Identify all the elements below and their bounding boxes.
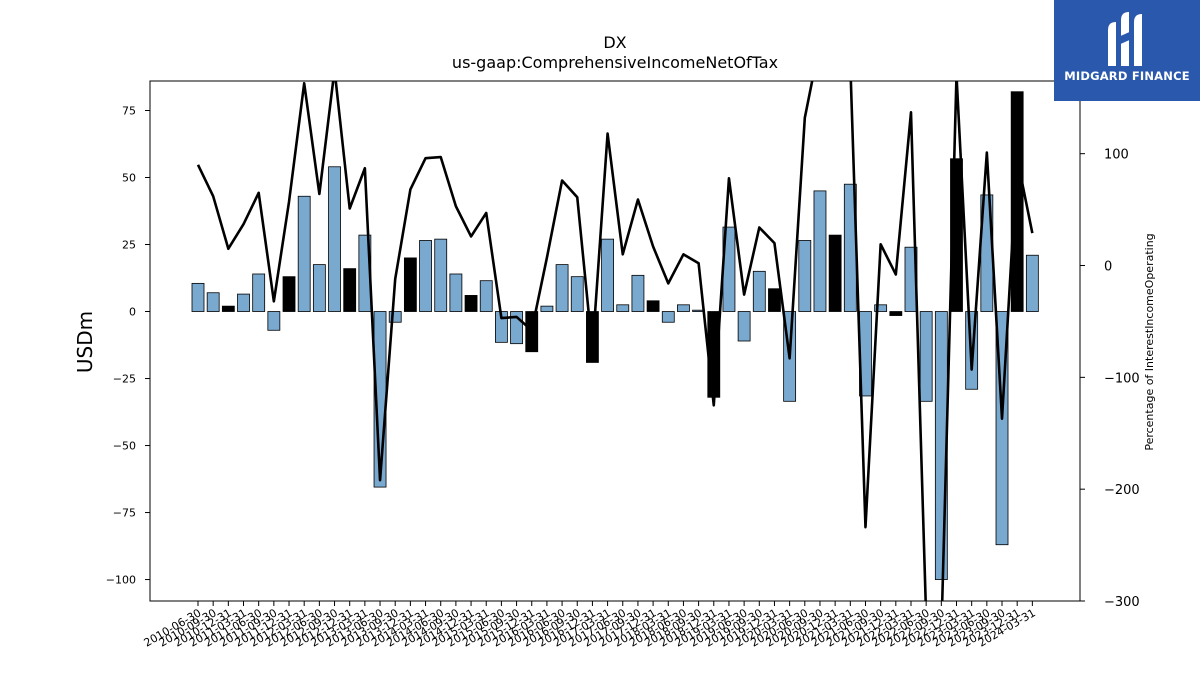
bar <box>889 311 903 316</box>
y-axis-left: 75 50 25 0 −25 −50 −75 −100 <box>106 104 150 587</box>
bar <box>282 276 296 312</box>
bar <box>555 264 569 312</box>
bar <box>449 273 463 312</box>
bar <box>601 238 614 312</box>
bar <box>540 305 554 312</box>
bar <box>221 305 235 312</box>
bar <box>1010 91 1024 312</box>
y-tick-label: 0 <box>129 306 136 319</box>
y2-tick-label: −200 <box>1104 483 1140 498</box>
y-tick-label: −50 <box>113 440 136 453</box>
bar <box>434 238 448 312</box>
bar <box>267 311 281 331</box>
bar <box>752 270 766 312</box>
bar <box>191 282 205 312</box>
bar <box>828 234 842 312</box>
midgard-finance-logo: MIDGARD FINANCE <box>1054 0 1200 101</box>
bar <box>252 273 266 312</box>
y2-tick-label: −100 <box>1104 371 1140 386</box>
bar <box>464 295 478 312</box>
y2-tick-label: −300 <box>1104 595 1140 610</box>
line-series <box>196 81 1034 601</box>
y-tick-label: −100 <box>106 574 136 587</box>
plot-frame <box>149 80 1081 602</box>
bar <box>328 166 341 312</box>
bar <box>206 292 220 312</box>
y-tick-label: 50 <box>122 171 136 184</box>
bar <box>677 304 690 312</box>
y2-tick-label: 0 <box>1104 260 1112 275</box>
y-axis-right: 100 0 −100 −200 −300 <box>1080 148 1140 610</box>
bar <box>661 311 675 323</box>
bar <box>312 264 326 312</box>
bar <box>237 293 250 312</box>
y-tick-label: −75 <box>113 507 136 520</box>
bar <box>768 288 781 312</box>
bar <box>646 300 660 312</box>
y-tick-label: −25 <box>113 373 136 386</box>
bar <box>419 240 432 312</box>
bar <box>874 304 888 312</box>
x-axis: 2010-06-302010-09-302010-12-312011-03-31… <box>142 601 1038 650</box>
bar <box>1025 254 1039 312</box>
y2-axis-label: Percentage of InterestIncomeOperating <box>1143 233 1156 450</box>
bar <box>343 268 357 312</box>
bar <box>919 311 933 402</box>
bar <box>297 195 311 312</box>
bar <box>798 240 812 312</box>
logo-text: MIDGARD FINANCE <box>1064 69 1190 83</box>
bar <box>403 257 417 312</box>
y2-tick-label: 100 <box>1104 148 1129 163</box>
chart-title: DX <box>603 33 626 52</box>
bar <box>570 276 584 312</box>
midgard-logo-icon <box>1108 12 1142 66</box>
bar <box>616 304 630 312</box>
y-axis-label: USDm <box>73 311 97 373</box>
bar <box>813 190 827 312</box>
bar <box>631 274 645 312</box>
y-tick-label: 25 <box>122 239 136 252</box>
bar <box>479 280 493 312</box>
bar <box>388 311 402 323</box>
chart-subtitle: us-gaap:ComprehensiveIncomeNetOfTax <box>452 53 778 72</box>
y-tick-label: 75 <box>122 104 136 117</box>
series-line <box>196 81 1034 601</box>
bar <box>737 311 751 342</box>
